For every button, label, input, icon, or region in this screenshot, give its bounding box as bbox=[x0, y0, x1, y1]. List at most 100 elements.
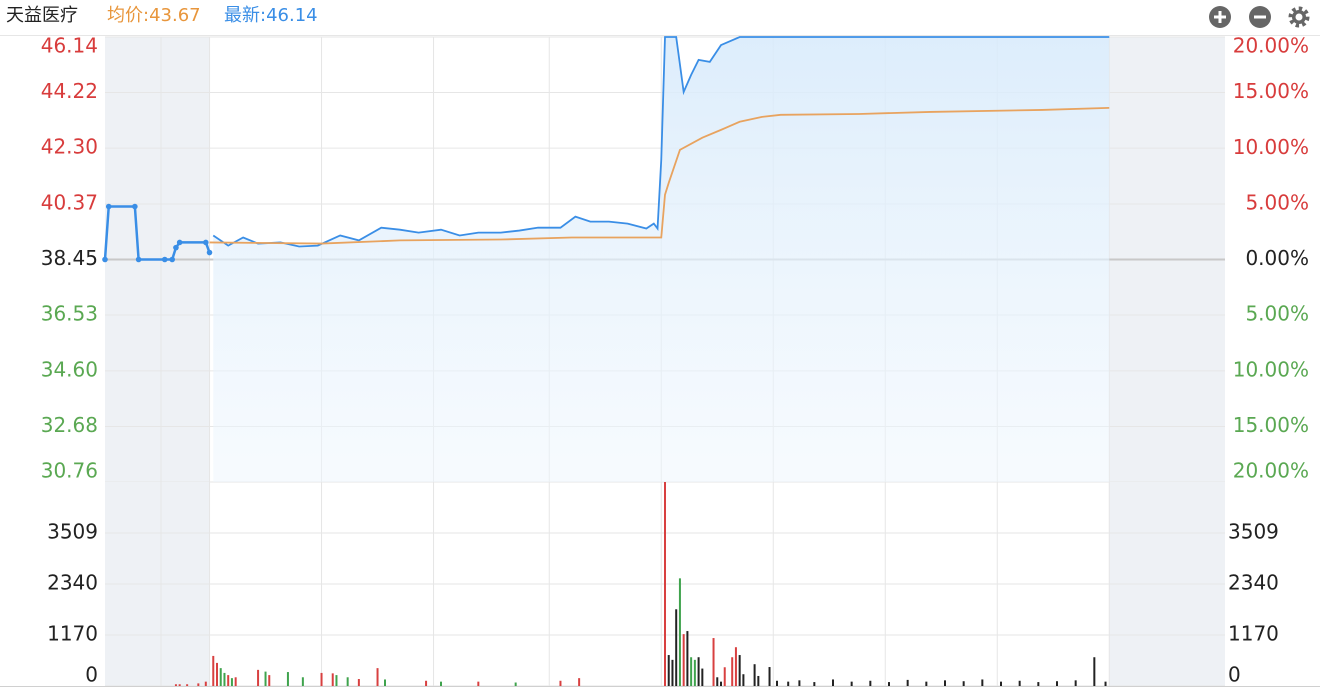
volume-bar bbox=[234, 677, 237, 686]
volume-bar bbox=[204, 681, 207, 686]
volume-bar bbox=[1074, 680, 1077, 686]
volume-bar bbox=[667, 655, 670, 686]
volume-bar bbox=[682, 634, 685, 686]
price-point bbox=[135, 256, 142, 263]
volume-bar bbox=[675, 609, 678, 686]
volume-bar bbox=[869, 680, 872, 686]
volume-bar bbox=[219, 668, 222, 686]
volume-bar bbox=[1104, 681, 1107, 686]
volume-bar bbox=[216, 662, 218, 686]
price-point bbox=[203, 239, 209, 246]
settings-button[interactable] bbox=[1288, 6, 1310, 28]
volume-bar bbox=[331, 673, 334, 686]
y-tick-label: 34.60 bbox=[41, 357, 98, 381]
last-label: 最新: bbox=[224, 5, 266, 26]
y2-tick-label: 15.00% bbox=[1233, 79, 1309, 103]
volume-bar bbox=[787, 681, 790, 686]
y-tick-label: 38.45 bbox=[41, 246, 98, 270]
volume-bar bbox=[335, 675, 338, 686]
volume-bar bbox=[712, 638, 715, 686]
volume-bar bbox=[268, 675, 271, 686]
volume-bar bbox=[346, 677, 349, 686]
volume-bar bbox=[906, 679, 909, 686]
volume-bar bbox=[178, 684, 181, 686]
volume-bar bbox=[1018, 680, 1021, 686]
price-point bbox=[173, 244, 179, 251]
avg-label: 均价: bbox=[107, 5, 149, 26]
volume-bar bbox=[357, 679, 360, 686]
y-tick-label: 36.53 bbox=[41, 302, 98, 326]
volume-bar bbox=[701, 668, 704, 686]
price-line bbox=[212, 36, 1110, 248]
volume-bar bbox=[212, 655, 215, 686]
y-tick-label: 44.22 bbox=[41, 79, 98, 103]
volume-bar bbox=[757, 675, 760, 686]
price-point bbox=[132, 203, 138, 210]
volume-bar bbox=[514, 682, 517, 686]
y-tick-label: 32.68 bbox=[41, 413, 98, 437]
volume-bar bbox=[257, 669, 260, 686]
volume-bar bbox=[944, 680, 946, 686]
volume-bar bbox=[686, 631, 689, 686]
price-line bbox=[103, 205, 211, 261]
volume-bar bbox=[925, 681, 928, 686]
volume-bar bbox=[264, 671, 267, 686]
y-tick-label: 42.30 bbox=[41, 135, 98, 159]
volume-bar bbox=[850, 681, 853, 686]
zoom-in-button[interactable] bbox=[1209, 6, 1231, 28]
volume-bar bbox=[738, 655, 741, 686]
volume-bar bbox=[477, 681, 480, 686]
volume-bar bbox=[888, 682, 890, 686]
volume-bar bbox=[425, 680, 428, 686]
price-point bbox=[176, 239, 183, 246]
volume-bar bbox=[798, 680, 801, 686]
volume-bar bbox=[716, 677, 719, 686]
last-value: 46.14 bbox=[266, 5, 318, 26]
volume-bar bbox=[734, 647, 737, 686]
volume-bar bbox=[720, 681, 722, 686]
volume-bar bbox=[981, 679, 984, 686]
price-point bbox=[102, 256, 108, 263]
y-tick-label: 0 bbox=[85, 663, 98, 687]
y2-tick-label: 5.00% bbox=[1245, 302, 1309, 326]
last-price: 最新:46.14 bbox=[224, 5, 318, 26]
volume-bar bbox=[768, 667, 771, 686]
price-area bbox=[213, 37, 1110, 482]
volume-bar bbox=[559, 680, 562, 686]
avg-value: 43.67 bbox=[149, 5, 201, 26]
y-tick-label: 30.76 bbox=[41, 459, 98, 483]
volume-bar bbox=[376, 668, 379, 686]
volume-bar bbox=[731, 657, 734, 686]
volume-bar bbox=[697, 657, 700, 686]
volume-bar bbox=[813, 682, 816, 686]
volume-bar bbox=[753, 664, 756, 686]
y2-tick-label: 10.00% bbox=[1233, 357, 1309, 381]
volume-bar bbox=[301, 677, 304, 686]
volume-bar bbox=[230, 678, 233, 686]
y2-tick-label: 0.00% bbox=[1245, 246, 1309, 270]
price-point bbox=[161, 256, 168, 263]
volume-bar bbox=[384, 679, 386, 686]
volume-bar bbox=[723, 667, 726, 686]
price-line bbox=[209, 106, 1110, 245]
zoom-out-button[interactable] bbox=[1249, 6, 1271, 28]
y-tick-label: 46.14 bbox=[41, 34, 98, 58]
y-tick-label: 40.37 bbox=[41, 190, 98, 214]
volume-bar bbox=[693, 659, 696, 686]
volume-bar bbox=[671, 659, 674, 686]
price-point bbox=[169, 256, 175, 263]
volume-bar bbox=[962, 681, 965, 686]
y2-tick-label: 20.00% bbox=[1233, 34, 1309, 58]
price-point bbox=[206, 249, 213, 256]
volume-bar bbox=[197, 683, 200, 686]
y-tick-label: 1170 bbox=[47, 622, 98, 646]
y2-tick-label: 0 bbox=[1228, 663, 1241, 687]
volume-bar bbox=[664, 482, 666, 686]
volume-bar bbox=[286, 672, 289, 686]
y2-tick-label: 20.00% bbox=[1233, 459, 1309, 483]
y-tick-label: 2340 bbox=[47, 571, 98, 595]
volume-bar bbox=[776, 680, 778, 686]
y2-tick-label: 5.00% bbox=[1245, 190, 1309, 214]
